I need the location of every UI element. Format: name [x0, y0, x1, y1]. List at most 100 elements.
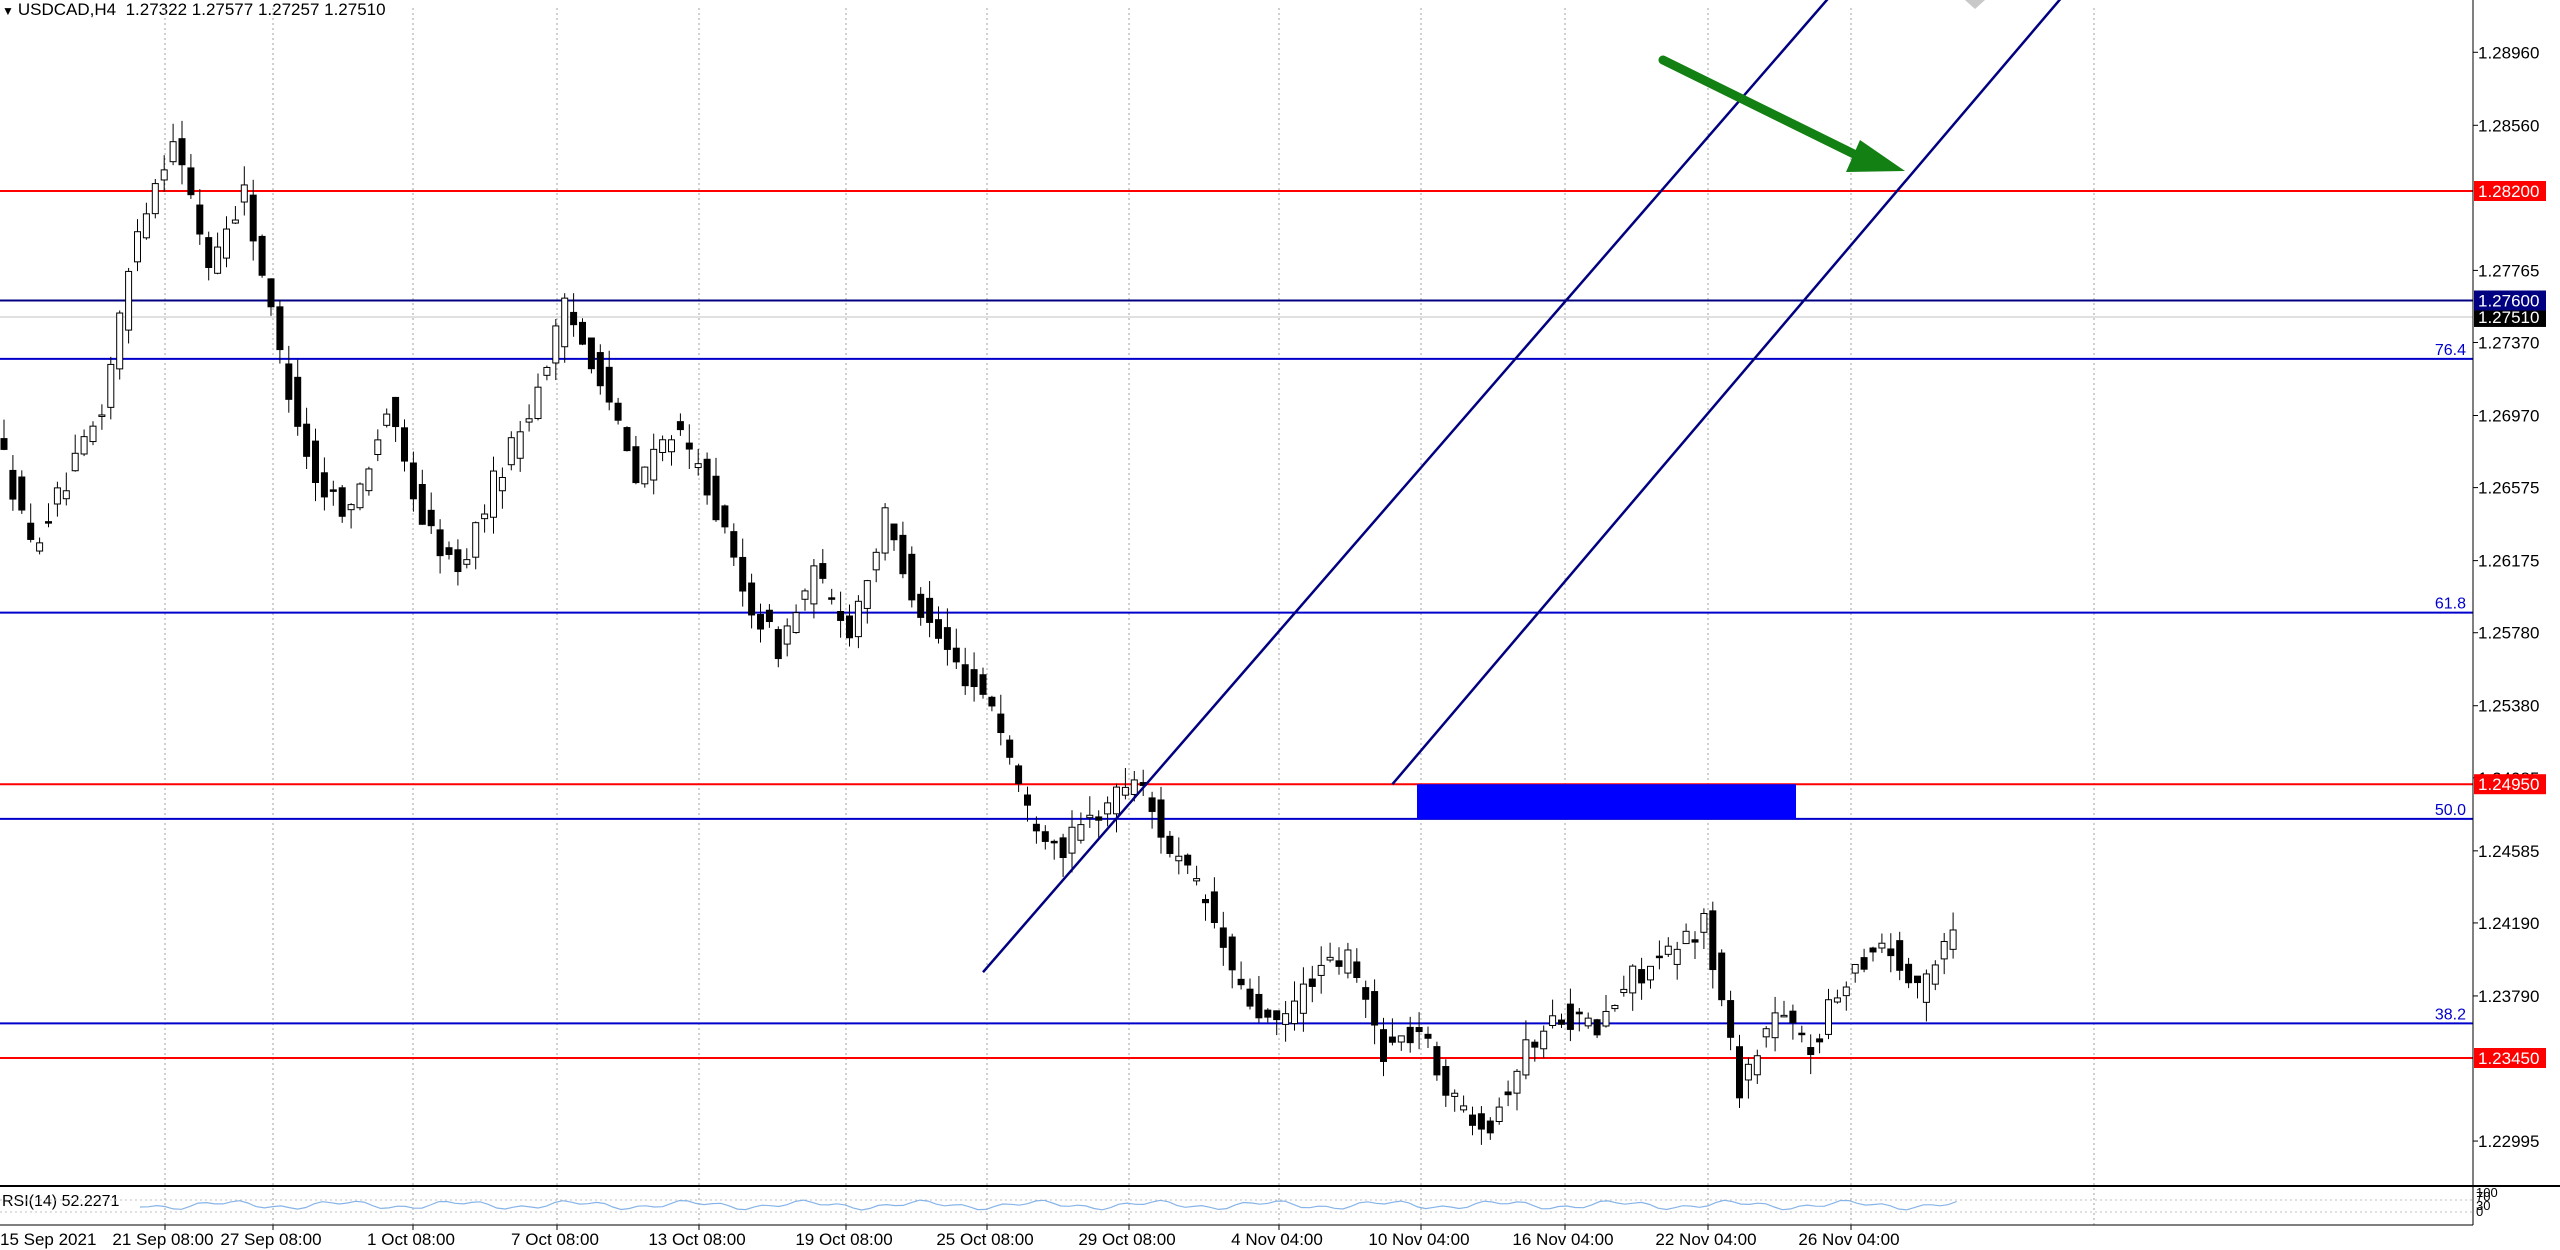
candle-body	[1041, 831, 1049, 842]
candle-body	[1335, 960, 1343, 967]
candle-body	[979, 674, 987, 695]
candle	[116, 310, 124, 380]
candle-body	[650, 448, 658, 481]
candle-body	[1433, 1046, 1441, 1076]
candle-body	[1291, 1000, 1298, 1025]
candle-body	[917, 593, 925, 618]
candle-body	[757, 614, 764, 630]
candle-body	[392, 396, 400, 428]
candle-body	[1887, 948, 1895, 957]
candle-body	[1193, 878, 1201, 882]
candle-body	[890, 523, 898, 541]
candle-body	[1077, 824, 1085, 841]
candle-body	[997, 713, 1005, 734]
candle	[685, 424, 693, 469]
candle-body	[988, 696, 996, 707]
candle-body	[320, 472, 328, 498]
candle-body	[1673, 948, 1681, 965]
fib-label: 61.8	[2435, 596, 2466, 613]
candle	[240, 166, 248, 216]
candle	[1914, 975, 1921, 999]
candle	[623, 426, 631, 452]
candle	[828, 588, 836, 605]
time-tick-label: 26 Nov 04:00	[1798, 1230, 1899, 1249]
candle	[676, 413, 684, 436]
candle-body	[427, 509, 435, 527]
candle-body	[418, 483, 426, 525]
candle	[1246, 978, 1254, 1010]
candle	[1762, 1026, 1770, 1048]
candle-body	[1282, 1013, 1290, 1025]
candle	[801, 588, 809, 611]
candle-body	[276, 306, 284, 351]
time-tick-label: 13 Oct 08:00	[648, 1230, 745, 1249]
dropdown-triangle-icon[interactable]: ▼	[2, 4, 14, 18]
candle	[846, 604, 853, 647]
candle	[614, 397, 622, 425]
candle-body	[1753, 1055, 1761, 1076]
candle-body	[498, 476, 506, 492]
resistance-price-box-bg	[2474, 774, 2546, 795]
candle-body	[534, 386, 542, 420]
candle	[1540, 1025, 1548, 1059]
candle-body	[828, 597, 836, 600]
candle	[472, 521, 480, 570]
candle-body	[1299, 983, 1307, 1014]
candle	[757, 603, 764, 643]
candle	[837, 591, 845, 638]
candle-body	[561, 297, 569, 348]
candle-body	[1175, 855, 1183, 862]
candle-body	[1380, 1029, 1387, 1062]
candle	[1193, 865, 1201, 886]
candle-body	[1914, 975, 1921, 984]
candle-body	[1905, 963, 1913, 984]
candle	[329, 480, 337, 506]
candle-body	[445, 547, 453, 555]
resistance-price-box: 1.28200	[2478, 182, 2539, 201]
resistance-price-box-bg	[2474, 181, 2546, 201]
candle	[1264, 1008, 1272, 1023]
candle-body	[614, 402, 622, 421]
candle	[1024, 786, 1031, 822]
candle-body	[1273, 1010, 1281, 1021]
candle-body	[970, 669, 978, 688]
rsi-label: RSI(14) 52.2271	[2, 1193, 120, 1210]
candle	[650, 433, 658, 495]
time-tick-label: 27 Sep 08:00	[220, 1230, 321, 1249]
candle	[641, 466, 649, 488]
candle-body	[1424, 1033, 1432, 1039]
candle-body	[178, 138, 186, 166]
candle-body	[89, 425, 97, 443]
candle	[525, 404, 533, 432]
candle	[1940, 932, 1948, 975]
candle-body	[472, 522, 480, 558]
candle-body	[356, 483, 364, 509]
candle	[214, 232, 222, 275]
candle	[1104, 796, 1112, 827]
candle	[1673, 941, 1681, 980]
candle-body	[792, 612, 800, 634]
candle	[863, 579, 871, 624]
candle	[961, 647, 969, 695]
candle	[1308, 965, 1316, 1003]
candle-body	[1451, 1092, 1459, 1097]
candle-body	[748, 582, 756, 616]
candle	[579, 318, 586, 346]
candle	[1736, 1034, 1743, 1109]
candle	[1415, 1012, 1423, 1050]
candle	[320, 457, 328, 511]
candle	[178, 120, 186, 185]
candle	[1807, 1034, 1815, 1075]
candle-body	[1255, 993, 1263, 1019]
candle	[1362, 980, 1370, 1018]
candle	[1406, 1016, 1414, 1053]
candle	[1041, 825, 1049, 850]
candle-body	[579, 321, 586, 345]
candle	[1709, 901, 1717, 989]
price-tick-label: 1.26175	[2478, 552, 2539, 571]
candle	[881, 503, 889, 561]
candle	[748, 573, 756, 629]
price-tick-label: 1.28560	[2478, 116, 2539, 135]
